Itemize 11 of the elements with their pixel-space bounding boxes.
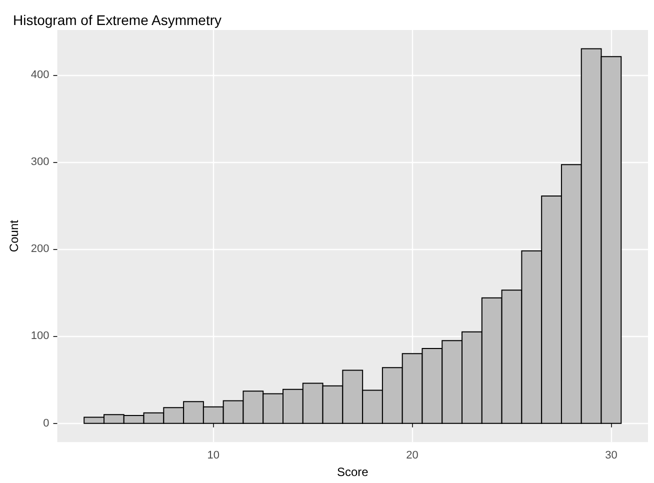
y-tick-label: 0 [43, 417, 50, 430]
y-tick-label: 200 [30, 243, 50, 256]
x-tick-label: 30 [605, 450, 618, 462]
chart-title: Histogram of Extreme Asymmetry [13, 12, 222, 28]
x-tick-label: 20 [406, 450, 418, 462]
y-tick-label: 300 [30, 156, 50, 168]
x-tick-label: 10 [207, 450, 220, 462]
y-tick-label: 100 [30, 330, 50, 342]
x-axis-title: Score [336, 465, 369, 479]
y-tick-label: 400 [30, 68, 50, 81]
y-axis-title: Count [7, 219, 21, 252]
